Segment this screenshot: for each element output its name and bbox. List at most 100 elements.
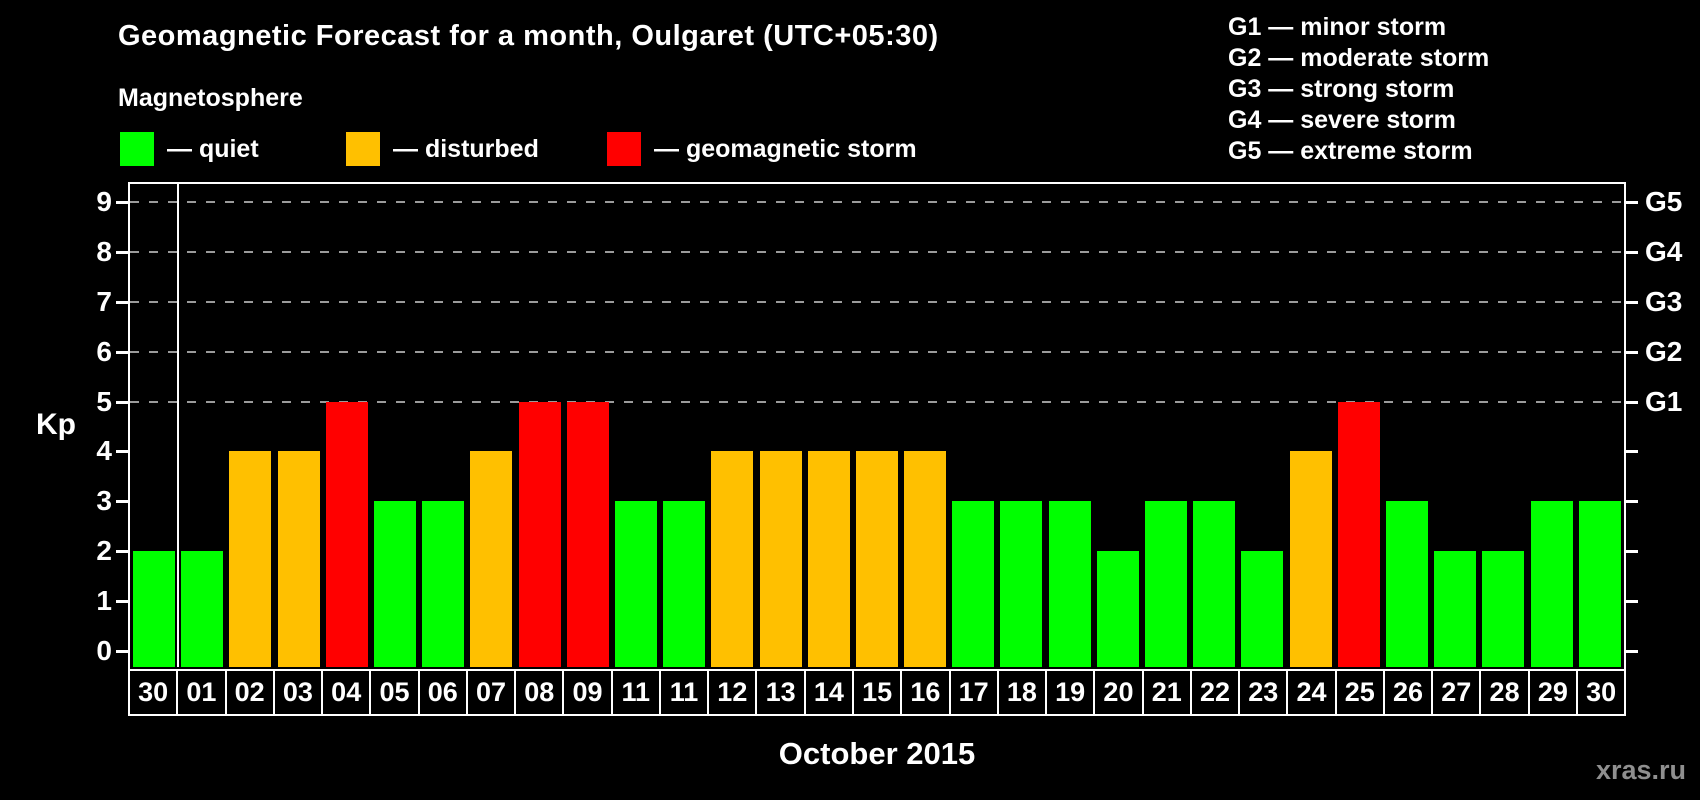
bar-slot	[323, 182, 371, 667]
bar-slot	[226, 182, 274, 667]
g-legend-line: G3 — strong storm	[1228, 75, 1455, 103]
bar-slot	[1479, 182, 1527, 667]
bar-slot	[419, 182, 467, 667]
legend-label-disturbed: — disturbed	[393, 134, 539, 163]
kp-bar	[1289, 451, 1332, 667]
g-legend-line: G1 — minor storm	[1228, 13, 1447, 41]
bar-slot	[1576, 182, 1624, 667]
y-tick-label: 0	[96, 635, 112, 666]
bar-slot	[1383, 182, 1431, 667]
kp-bar	[1000, 501, 1043, 667]
bar-slot	[901, 182, 949, 667]
date-cell: 17	[948, 669, 999, 716]
date-cell: 29	[1527, 669, 1578, 716]
legend-item-quiet: — quiet	[120, 132, 259, 166]
grid-line	[130, 300, 1624, 303]
kp-bar	[663, 501, 706, 667]
bar-slot	[371, 182, 419, 667]
bar-slot	[1238, 182, 1286, 667]
kp-bar	[133, 551, 176, 667]
grid-line	[130, 400, 1624, 403]
y-axis-tick	[116, 550, 129, 554]
kp-bar	[952, 501, 995, 667]
bar-slot	[275, 182, 323, 667]
kp-bar	[1578, 501, 1621, 667]
kp-bar	[1530, 501, 1573, 667]
date-cell: 21	[1141, 669, 1192, 716]
plot-left-axis-line	[128, 182, 130, 669]
g-axis-label: G4	[1645, 235, 1683, 267]
y-axis-tick	[116, 350, 129, 354]
bar-slot	[612, 182, 660, 667]
kp-bar	[1482, 551, 1525, 667]
date-cell: 12	[707, 669, 758, 716]
kp-bar	[614, 501, 657, 667]
bar-slot	[1142, 182, 1190, 667]
bar-slot	[805, 182, 853, 667]
bar-slot	[564, 182, 612, 667]
chart-subtitle: Magnetosphere	[118, 84, 303, 112]
date-cell: 05	[369, 669, 420, 716]
g-legend-line: G2 — moderate storm	[1228, 44, 1490, 72]
kp-bar	[374, 501, 417, 667]
kp-bar	[470, 451, 513, 667]
quiet-color-swatch-icon	[120, 132, 154, 166]
date-cell: 22	[1189, 669, 1241, 716]
date-cell: 30	[1575, 669, 1627, 716]
g-axis-label: G2	[1645, 335, 1683, 367]
g-axis-tick	[1625, 250, 1638, 254]
date-cell: 02	[224, 669, 275, 716]
date-cell: 09	[562, 669, 613, 716]
bar-slot	[660, 182, 708, 667]
kp-bar	[855, 451, 898, 667]
disturbed-color-swatch-icon	[346, 132, 380, 166]
bar-slot	[178, 182, 226, 667]
date-cell: 08	[514, 669, 565, 716]
g-axis-tick	[1625, 350, 1638, 354]
date-cell: 11	[658, 669, 710, 716]
y-tick-label: 3	[96, 485, 112, 517]
date-cell: 07	[465, 669, 517, 716]
date-cell: 06	[417, 669, 468, 716]
y-tick-label: 2	[96, 535, 112, 567]
kp-bar	[229, 451, 272, 667]
y-axis-tick	[116, 300, 129, 304]
bar-slot	[1287, 182, 1335, 667]
date-cell: 26	[1382, 669, 1434, 716]
y-tick-label: 6	[96, 335, 112, 367]
legend-label-quiet: — quiet	[167, 134, 259, 163]
kp-bar	[1145, 501, 1188, 667]
bar-slot	[467, 182, 515, 667]
g-axis-tick	[1625, 450, 1638, 454]
y-axis-tick	[116, 400, 129, 404]
kp-bar	[325, 401, 368, 667]
grid-line	[130, 350, 1624, 353]
bar-slot	[853, 182, 901, 667]
kp-bar	[904, 451, 947, 667]
bar-slot	[997, 182, 1045, 667]
plot-top-border	[128, 182, 1626, 184]
kp-bar	[518, 401, 561, 667]
date-cell: 25	[1334, 669, 1385, 716]
storm-scale-legend: G1 — minor storm G2 — moderate storm G3 — …	[1228, 12, 1489, 167]
plot-area	[130, 182, 1624, 667]
bar-slot	[1094, 182, 1142, 667]
date-cell: 13	[755, 669, 806, 716]
g-axis-tick	[1625, 500, 1638, 504]
g-legend-line: G5 — extreme storm	[1228, 137, 1473, 165]
g-axis-tick	[1625, 200, 1638, 204]
bar-slot	[130, 182, 178, 667]
bar-slot	[708, 182, 756, 667]
date-cell: 04	[321, 669, 372, 716]
y-axis-tick	[116, 200, 129, 204]
plot-right-axis-line	[1624, 182, 1626, 669]
kp-bar	[277, 451, 320, 667]
kp-bar	[1337, 401, 1380, 667]
storm-color-swatch-icon	[607, 132, 641, 166]
bar-slot	[1335, 182, 1383, 667]
kp-bar	[1096, 551, 1139, 667]
y-tick-label: 4	[96, 435, 112, 467]
legend-item-storm: — geomagnetic storm	[607, 132, 917, 166]
date-cell: 18	[996, 669, 1048, 716]
g-axis-label: G3	[1645, 285, 1683, 317]
